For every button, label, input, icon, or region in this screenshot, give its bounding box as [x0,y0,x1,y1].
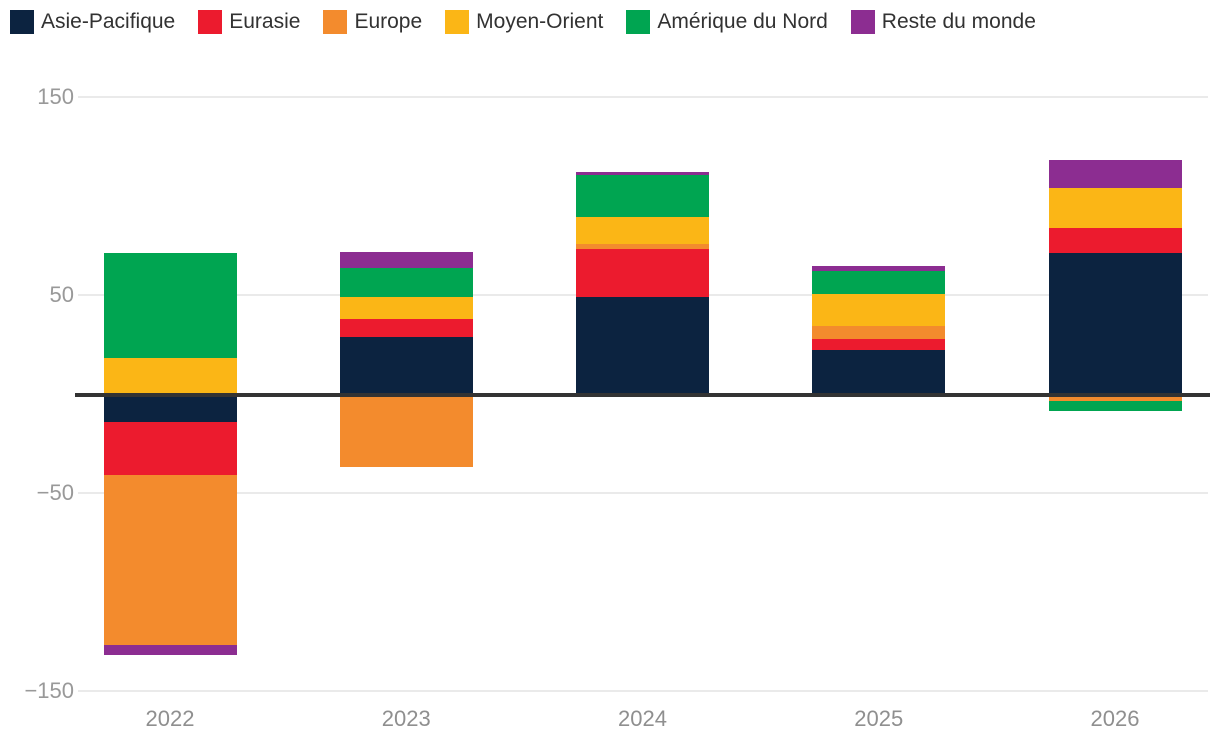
bar-segment-2025-reste-du-monde[interactable] [812,266,946,272]
y-axis-tick-label: −150 [24,678,74,703]
bar-segment-2024-eurasie[interactable] [576,249,709,297]
legend-label: Moyen-Orient [476,10,604,33]
gridline [78,96,1208,98]
bar-segment-2023-moyen-orient[interactable] [339,296,473,319]
bar-segment-2023-asie-pacifique[interactable] [339,336,473,394]
legend-item-moyen-orient[interactable]: Moyen-Orient [445,10,603,34]
legend-item-europe[interactable]: Europe [323,10,422,34]
bar-segment-2022-europe[interactable] [103,475,237,646]
bar-segment-2025-europe[interactable] [812,325,946,339]
bar-segment-2024-europe[interactable] [576,243,709,250]
y-axis-tick-label: 150 [37,84,74,109]
legend-item-eurasie[interactable]: Eurasie [198,10,300,34]
bar-segment-2022-reste-du-monde[interactable] [103,645,237,656]
bar-segment-2026-amerique-du-nord[interactable] [1048,400,1182,411]
legend-label: Reste du monde [881,10,1036,33]
bar-segment-2025-eurasie[interactable] [812,338,946,351]
chart-legend: Asie-Pacifique Eurasie Europe Moyen-Orient A… [10,10,1036,34]
bar-segment-2026-europe[interactable] [1048,394,1182,401]
bar-segment-2024-reste-du-monde[interactable] [576,172,709,176]
bar-segment-2022-asie-pacifique[interactable] [103,394,237,422]
bar-segment-2023-eurasie[interactable] [339,318,473,337]
x-axis-label: 2024 [618,706,667,731]
bar-segment-2022-amerique-du-nord[interactable] [103,253,237,359]
bar-segment-2025-asie-pacifique[interactable] [812,350,946,394]
bar-segment-2026-moyen-orient[interactable] [1048,188,1182,228]
legend-label: Europe [354,10,423,33]
bar-segment-2024-asie-pacifique[interactable] [576,296,709,394]
legend-swatch [626,10,651,34]
x-axis-label: 2023 [381,706,431,731]
bar-segment-2024-moyen-orient[interactable] [576,216,709,244]
legend-swatch [323,10,348,34]
bar-segment-2026-eurasie[interactable] [1048,227,1182,254]
legend-item-reste-du-monde[interactable]: Reste du monde [850,10,1036,34]
gridline [78,492,1208,494]
bar-segment-2026-asie-pacifique[interactable] [1048,253,1182,394]
legend-label: Eurasie [229,10,301,33]
bar-segment-2023-europe[interactable] [339,394,473,468]
bar-segment-2025-moyen-orient[interactable] [812,294,946,326]
bar-segment-2022-eurasie[interactable] [103,421,237,476]
gridline [78,690,1208,692]
bar-segment-2024-amerique-du-nord[interactable] [576,175,709,217]
bar-segment-2022-moyen-orient[interactable] [103,358,237,394]
bar-segment-2026-reste-du-monde[interactable] [1048,160,1182,189]
legend-swatch [10,10,34,34]
legend-swatch [198,10,223,34]
legend-swatch [850,10,875,34]
zero-axis-line [75,393,1210,397]
x-axis-label: 2025 [854,706,904,731]
x-axis-label: 2026 [1090,706,1140,731]
bar-segment-2023-amerique-du-nord[interactable] [339,268,473,297]
y-axis-tick-label: −50 [36,480,74,505]
legend-item-asie-pacifique[interactable]: Asie-Pacifique [10,10,175,34]
legend-label: Asie-Pacifique [41,10,176,33]
bar-segment-2023-reste-du-monde[interactable] [339,252,473,269]
legend-label: Amérique du Nord [657,10,828,33]
legend-item-amerique-du-nord[interactable]: Amérique du Nord [626,10,828,34]
y-axis-tick-label: 50 [49,282,74,307]
x-axis-label: 2022 [145,706,195,731]
bar-segment-2025-amerique-du-nord[interactable] [812,271,946,294]
legend-swatch [445,10,470,34]
